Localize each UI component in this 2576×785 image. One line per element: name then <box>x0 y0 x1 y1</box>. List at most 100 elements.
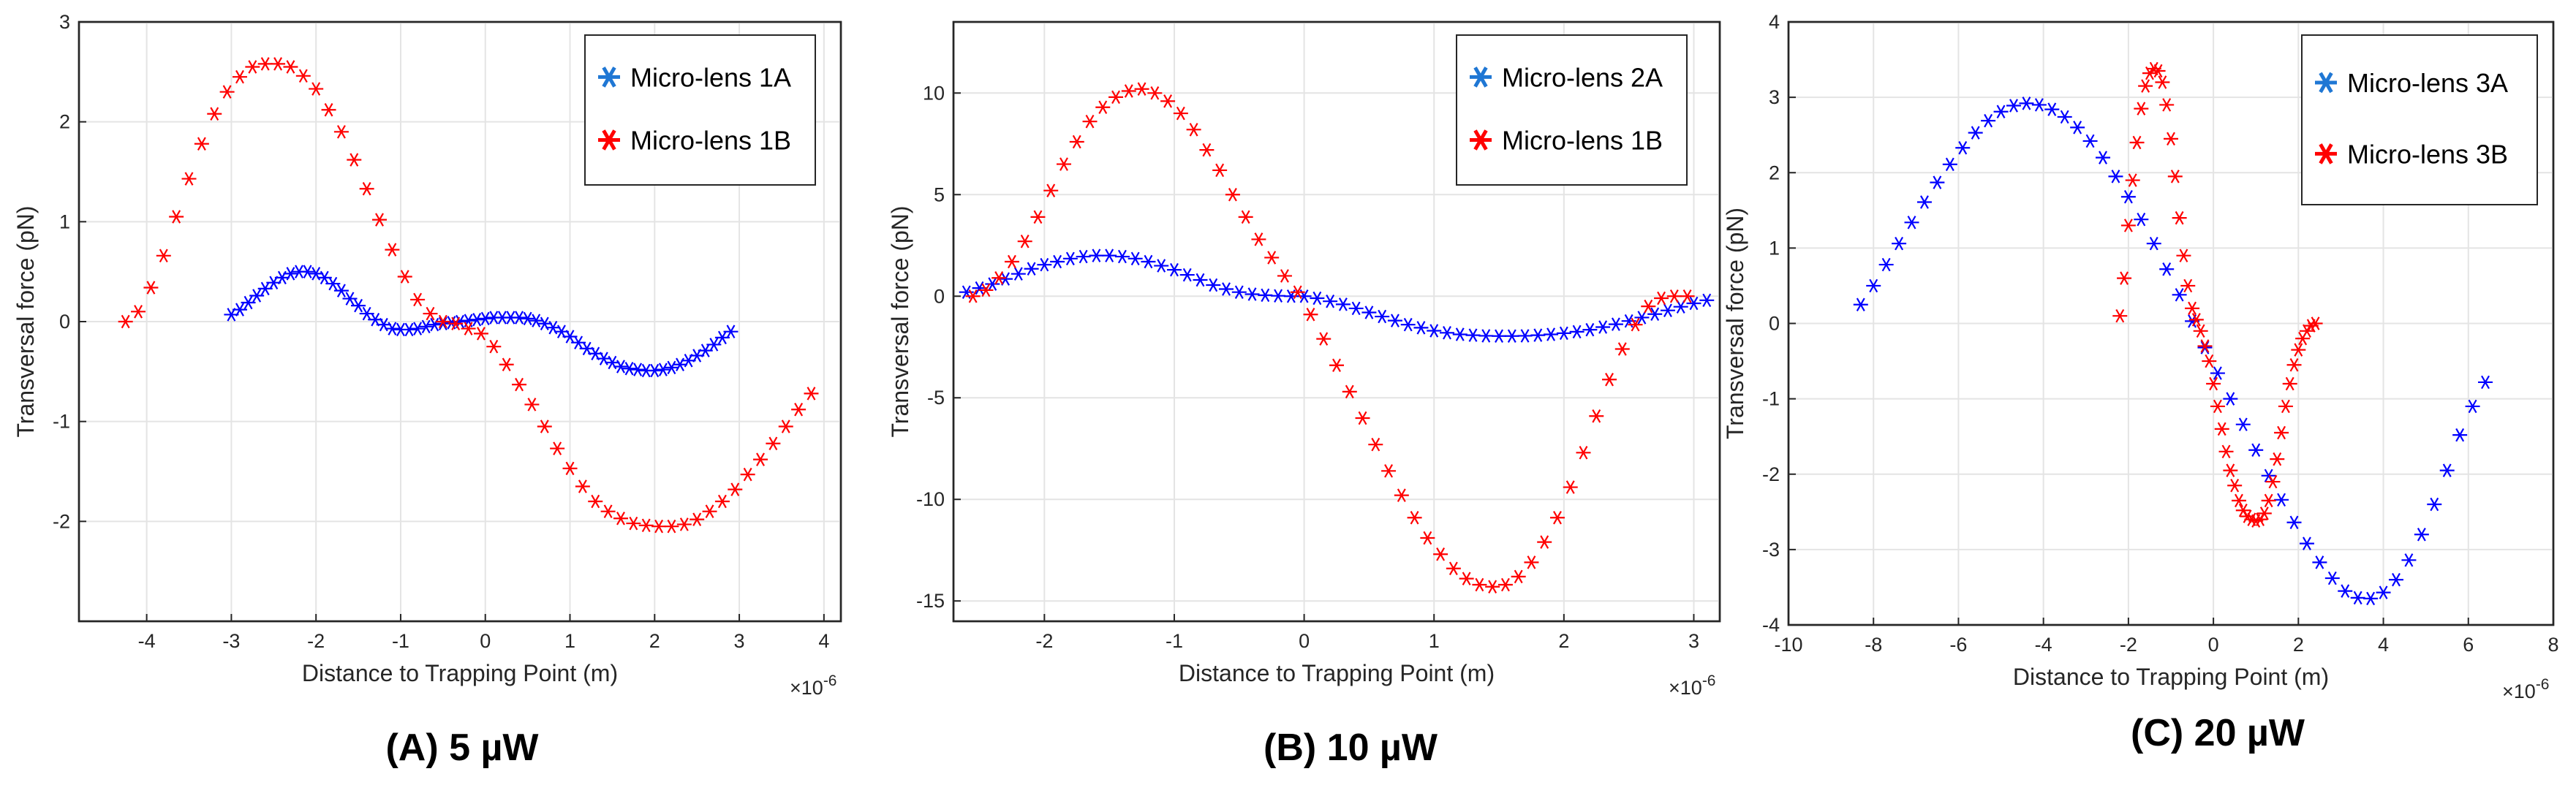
y-tick-label: -4 <box>1762 614 1780 636</box>
data-point <box>2214 422 2229 436</box>
data-point <box>2286 357 2302 372</box>
data-point <box>1420 531 1435 545</box>
legend-label: Micro-lens 2A <box>1502 62 1663 92</box>
data-point <box>2019 96 2034 110</box>
data-point <box>2164 132 2178 146</box>
data-point <box>2299 324 2314 338</box>
data-point <box>1904 216 1919 230</box>
data-point <box>2193 324 2208 338</box>
data-point <box>232 69 247 84</box>
data-point <box>1582 322 1598 337</box>
data-point <box>1634 311 1650 325</box>
data-point <box>1878 257 1894 272</box>
data-point <box>2167 170 2183 183</box>
legend-label: Micro-lens 3B <box>2347 139 2508 169</box>
data-point <box>1231 285 1247 299</box>
data-point <box>194 137 209 151</box>
data-point <box>978 283 994 297</box>
data-point <box>1004 254 1019 269</box>
data-point <box>1504 329 1519 343</box>
data-point <box>2274 425 2289 440</box>
legend-marker-icon <box>1470 67 1492 88</box>
data-point <box>1264 251 1280 265</box>
data-point <box>992 270 1007 285</box>
data-point <box>664 519 679 534</box>
data-point <box>2082 134 2098 148</box>
legend-marker-icon <box>598 67 620 88</box>
x-axis-label: Distance to Trapping Point (m) <box>1179 660 1495 686</box>
data-point <box>2363 591 2379 606</box>
data-point <box>1459 572 1474 585</box>
x-tick-label: 3 <box>734 630 745 652</box>
data-point <box>1335 297 1351 311</box>
data-point <box>1589 409 1604 423</box>
data-point <box>1375 309 1390 324</box>
data-point <box>1563 480 1578 494</box>
data-point <box>562 461 578 476</box>
data-point <box>1381 464 1397 478</box>
data-point <box>1329 358 1344 373</box>
data-point <box>524 398 540 412</box>
data-point <box>2202 354 2217 368</box>
data-point <box>740 467 755 482</box>
data-point <box>1524 555 1539 569</box>
data-point <box>1043 183 1059 197</box>
data-point <box>2070 121 2085 134</box>
data-point <box>1556 326 1571 341</box>
data-point <box>778 420 793 433</box>
data-point <box>2308 316 2323 330</box>
data-point <box>2478 375 2493 390</box>
data-point <box>1492 329 1507 343</box>
data-point <box>435 314 450 329</box>
data-point <box>1056 157 1071 171</box>
x-tick-label: 0 <box>480 630 491 652</box>
data-point <box>1076 249 1091 264</box>
data-point <box>143 281 159 295</box>
data-point <box>2465 399 2480 414</box>
data-point <box>1277 269 1292 283</box>
data-point <box>1225 188 1240 202</box>
legend-label: Micro-lens 1A <box>630 62 791 92</box>
series-micro-lens-1a <box>224 265 739 378</box>
data-point <box>2031 98 2047 112</box>
data-point <box>2274 493 2289 507</box>
data-point <box>245 60 260 74</box>
data-point <box>2414 528 2429 542</box>
data-point <box>2185 301 2200 316</box>
x-tick-label: 6 <box>2463 634 2474 656</box>
data-point <box>1916 195 1932 209</box>
x-tick-label: 4 <box>2378 634 2389 656</box>
data-point <box>1641 299 1656 314</box>
data-point <box>2150 64 2166 78</box>
x-tick-label: -10 <box>1774 634 1802 656</box>
x-tick-label: -1 <box>1166 630 1183 652</box>
data-point <box>600 504 616 518</box>
data-point <box>613 360 628 373</box>
data-point <box>1193 273 1208 287</box>
data-point <box>2350 591 2365 605</box>
x-tick-label: 0 <box>1299 630 1310 652</box>
data-point <box>410 322 426 335</box>
data-point <box>2324 571 2340 585</box>
data-point <box>333 284 349 297</box>
data-point <box>1686 296 1701 311</box>
data-point <box>2218 444 2234 459</box>
data-point <box>537 420 552 433</box>
data-point <box>1154 259 1169 273</box>
data-point <box>1537 535 1552 549</box>
data-point <box>2188 313 2204 327</box>
data-point <box>2270 452 2285 466</box>
x-tick-label: 1 <box>1429 630 1440 652</box>
x-tick-label: 1 <box>564 630 575 652</box>
x-exponent-label: ×10-6 <box>1669 672 1716 699</box>
data-point <box>1955 140 1971 155</box>
series-micro-lens-3b <box>2112 61 2323 528</box>
data-point <box>1478 329 1494 343</box>
panel-c-caption: (C) 20 µW <box>2131 712 2305 754</box>
data-point <box>753 452 768 466</box>
data-point <box>1121 84 1136 98</box>
data-point <box>1407 510 1422 525</box>
data-point <box>1853 297 1868 311</box>
data-point <box>2286 515 2302 529</box>
